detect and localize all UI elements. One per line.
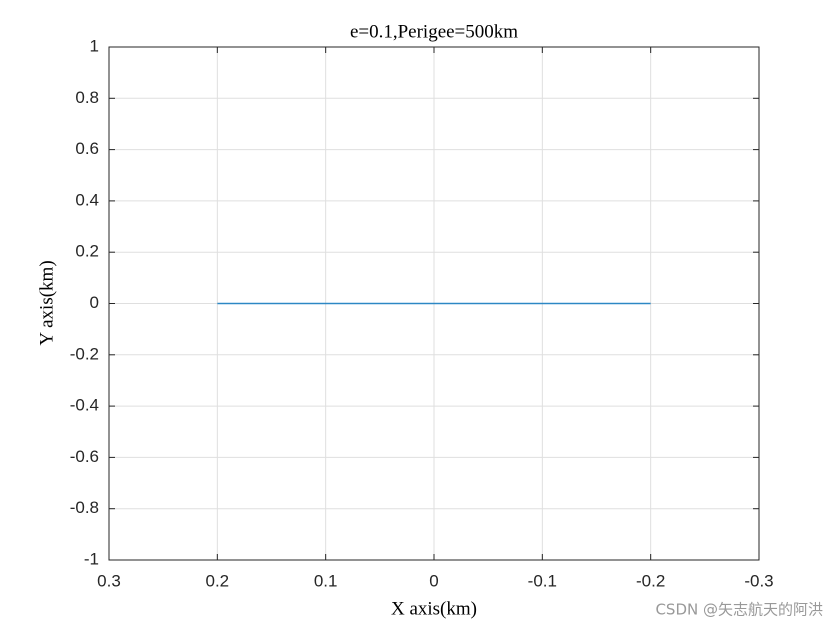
y-tick-label: 0.8 xyxy=(75,88,99,107)
y-tick-label: -1 xyxy=(84,549,99,568)
chart-title: e=0.1,Perigee=500km xyxy=(350,21,518,42)
y-axis-label: Y axis(km) xyxy=(36,260,57,345)
x-tick-label: 0.2 xyxy=(206,571,230,590)
x-tick-label: -0.2 xyxy=(636,571,665,590)
x-tick-label: 0.1 xyxy=(314,571,338,590)
x-axis-label: X axis(km) xyxy=(391,598,477,619)
axes-box xyxy=(108,46,760,561)
y-tick-label: 0.2 xyxy=(75,242,99,261)
x-tick-label: 0.3 xyxy=(97,571,121,590)
y-tick-label: 0 xyxy=(90,293,99,312)
watermark: CSDN @矢志航天的阿洪 xyxy=(655,601,823,619)
y-tick-label: -0.6 xyxy=(70,447,99,466)
y-tick-label: 1 xyxy=(90,36,99,55)
y-tick-label: 0.4 xyxy=(75,190,99,209)
x-tick-label: 0 xyxy=(429,571,438,590)
x-tick-label: -0.1 xyxy=(528,571,557,590)
y-tick-label: -0.2 xyxy=(70,344,99,363)
x-tick-label: -0.3 xyxy=(744,571,773,590)
y-tick-label: -0.4 xyxy=(70,396,99,415)
y-tick-label: -0.8 xyxy=(70,498,99,517)
y-tick-label: 0.6 xyxy=(75,139,99,158)
